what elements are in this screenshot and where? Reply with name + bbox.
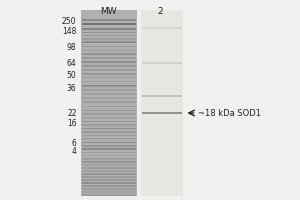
Bar <box>82 93 136 95</box>
Bar <box>82 152 136 153</box>
Bar <box>82 61 136 63</box>
Bar <box>82 173 136 175</box>
Bar <box>82 46 136 47</box>
Bar <box>82 19 136 21</box>
Bar <box>82 170 136 172</box>
Bar <box>82 113 136 115</box>
Bar <box>82 38 136 40</box>
Bar <box>82 185 136 187</box>
Bar <box>82 176 136 178</box>
Text: 16: 16 <box>67 118 76 128</box>
Bar <box>82 155 136 156</box>
Bar <box>82 81 136 82</box>
Bar <box>82 164 136 166</box>
Text: 2: 2 <box>158 7 163 16</box>
Bar <box>81 10 136 196</box>
Bar <box>82 41 136 43</box>
Bar <box>82 106 136 107</box>
Bar <box>82 97 136 99</box>
Bar <box>82 69 136 71</box>
Text: 50: 50 <box>67 71 76 79</box>
Bar <box>82 135 136 136</box>
Text: 64: 64 <box>67 58 76 68</box>
Text: 6: 6 <box>72 138 76 148</box>
Bar <box>82 73 136 75</box>
Bar <box>82 121 136 122</box>
Bar <box>141 10 183 196</box>
Bar <box>82 89 136 91</box>
Bar <box>142 62 182 64</box>
Bar <box>82 194 136 196</box>
Text: 36: 36 <box>67 84 76 93</box>
Bar <box>82 167 136 169</box>
Bar <box>82 182 136 184</box>
Bar <box>82 110 136 111</box>
Bar <box>82 35 136 36</box>
Bar <box>82 50 136 51</box>
Bar <box>82 101 136 103</box>
Bar <box>82 23 136 25</box>
Bar <box>142 112 182 114</box>
Text: 250: 250 <box>62 17 76 25</box>
Bar <box>82 142 136 143</box>
Text: 4: 4 <box>72 146 76 156</box>
Text: 22: 22 <box>67 108 76 117</box>
Bar <box>82 57 136 59</box>
Bar <box>82 128 136 129</box>
Bar <box>82 117 136 119</box>
Bar <box>82 65 136 67</box>
Text: 98: 98 <box>67 43 76 51</box>
Bar <box>82 138 136 140</box>
Bar <box>82 145 136 147</box>
Bar <box>82 28 136 30</box>
Text: 148: 148 <box>62 27 76 36</box>
Bar <box>82 179 136 181</box>
Text: MW: MW <box>100 7 116 16</box>
Bar <box>142 95 182 97</box>
Text: ~18 kDa SOD1: ~18 kDa SOD1 <box>198 108 261 117</box>
Bar <box>82 191 136 193</box>
Bar <box>142 27 182 29</box>
Bar <box>82 53 136 55</box>
Bar <box>82 148 136 150</box>
Bar <box>82 32 136 33</box>
Bar <box>82 85 136 86</box>
Bar <box>82 131 136 133</box>
Bar <box>82 161 136 163</box>
Bar <box>82 77 136 78</box>
Bar <box>82 188 136 190</box>
Bar <box>82 158 136 160</box>
Bar <box>82 124 136 126</box>
